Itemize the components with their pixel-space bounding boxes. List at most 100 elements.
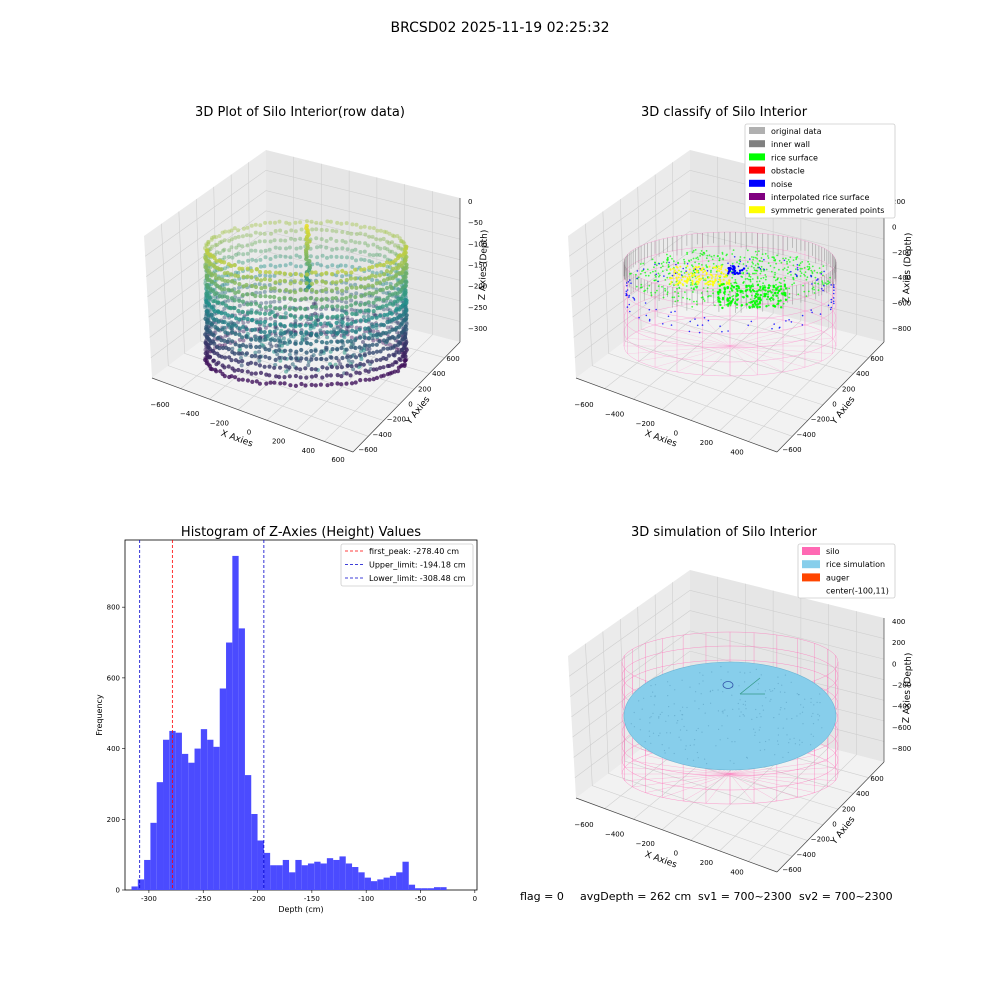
symmetric-point bbox=[712, 283, 715, 286]
gridline bbox=[571, 210, 885, 298]
rice-simulation-point bbox=[638, 700, 640, 702]
raw-point bbox=[222, 247, 227, 252]
rice-simulation-point bbox=[685, 745, 687, 747]
rice-simulation-point bbox=[812, 735, 815, 737]
histogram-bar bbox=[389, 875, 397, 890]
raw-point bbox=[386, 353, 392, 358]
rice-surface-point bbox=[644, 289, 647, 292]
raw-point bbox=[288, 255, 293, 260]
rice-surface-point bbox=[783, 293, 787, 297]
rice-surface-point bbox=[710, 295, 712, 297]
rice-surface-point bbox=[749, 280, 752, 283]
raw-point bbox=[233, 323, 238, 328]
histogram-bar bbox=[320, 863, 327, 890]
rice-surface-point bbox=[799, 267, 802, 270]
rice-simulation-point bbox=[686, 729, 688, 732]
rice-surface-point bbox=[651, 258, 654, 261]
rice-surface-point bbox=[736, 289, 739, 293]
raw-point bbox=[335, 264, 340, 269]
rice-surface-point bbox=[829, 276, 831, 279]
y-tick-label: −200 bbox=[811, 416, 830, 424]
silo-wire-line bbox=[729, 773, 815, 793]
raw-point bbox=[314, 290, 319, 295]
noise-point bbox=[671, 274, 674, 277]
rice-surface-point bbox=[761, 260, 764, 263]
raw-point bbox=[304, 281, 309, 286]
rice-simulation-point bbox=[681, 679, 683, 681]
raw-point bbox=[363, 368, 368, 373]
z-tick-label: −50 bbox=[468, 219, 483, 227]
symmetric-point bbox=[672, 267, 674, 270]
y-tick-label: −600 bbox=[782, 866, 801, 874]
raw-point bbox=[282, 271, 287, 276]
raw-point bbox=[381, 365, 386, 370]
rice-surface-point bbox=[749, 276, 752, 278]
raw-point bbox=[370, 278, 375, 282]
raw-point bbox=[370, 324, 375, 329]
rice-simulation-point bbox=[732, 708, 734, 710]
rice-simulation-point bbox=[706, 763, 708, 765]
raw-point bbox=[349, 381, 355, 386]
rice-surface-point bbox=[725, 254, 728, 257]
raw-point bbox=[233, 295, 238, 300]
raw-point bbox=[254, 301, 259, 306]
raw-point bbox=[236, 259, 241, 264]
rice-simulation-point bbox=[818, 715, 821, 717]
raw-point bbox=[387, 249, 392, 254]
raw-point bbox=[387, 329, 392, 334]
rice-simulation-point bbox=[788, 742, 790, 744]
raw-point bbox=[233, 342, 238, 347]
raw-point bbox=[236, 243, 241, 248]
rice-surface-point bbox=[751, 303, 755, 306]
rice-surface-point bbox=[748, 301, 750, 304]
rice-simulation-point bbox=[697, 727, 699, 730]
raw-point bbox=[320, 279, 325, 284]
raw-point bbox=[204, 273, 209, 279]
raw-point bbox=[325, 383, 330, 388]
raw-point bbox=[329, 339, 334, 344]
raw-point bbox=[378, 237, 383, 242]
raw-point bbox=[258, 273, 262, 278]
raw-point bbox=[203, 357, 208, 363]
raw-point bbox=[229, 320, 234, 325]
raw-point bbox=[381, 297, 386, 302]
raw-point bbox=[268, 257, 273, 261]
gridline bbox=[568, 589, 885, 677]
raw-point bbox=[203, 316, 208, 321]
symmetric-point bbox=[719, 275, 722, 278]
raw-point bbox=[340, 296, 345, 301]
raw-point bbox=[240, 292, 245, 298]
rice-simulation-point bbox=[704, 712, 706, 714]
rice-simulation-point bbox=[810, 744, 812, 746]
raw-point bbox=[354, 222, 359, 227]
rice-surface-point bbox=[772, 304, 775, 307]
raw-point bbox=[313, 270, 318, 275]
raw-point bbox=[262, 239, 267, 244]
raw-point bbox=[382, 229, 387, 234]
y-tick-label: 200 bbox=[107, 816, 120, 824]
noise-point bbox=[629, 310, 631, 313]
raw-point bbox=[204, 248, 209, 253]
raw-point bbox=[292, 298, 297, 303]
raw-point bbox=[400, 354, 405, 359]
noise-point bbox=[730, 264, 732, 267]
rice-surface-point bbox=[717, 292, 720, 296]
rice-simulation-point bbox=[796, 693, 798, 695]
noise-point bbox=[701, 324, 704, 326]
rice-simulation-point bbox=[693, 744, 695, 746]
gridline bbox=[148, 230, 461, 318]
raw-point bbox=[353, 301, 358, 306]
rice-simulation-point bbox=[650, 716, 652, 718]
rice-surface-point bbox=[752, 256, 755, 259]
raw-point bbox=[268, 239, 273, 244]
raw-point bbox=[290, 362, 295, 367]
raw-point bbox=[258, 320, 263, 325]
raw-point bbox=[245, 225, 250, 230]
raw-point bbox=[299, 227, 304, 232]
raw-point bbox=[335, 220, 340, 225]
rice-simulation-point bbox=[756, 716, 758, 719]
raw-point bbox=[359, 267, 364, 272]
rice-surface-point bbox=[776, 254, 778, 257]
rice-simulation-point bbox=[777, 743, 779, 745]
